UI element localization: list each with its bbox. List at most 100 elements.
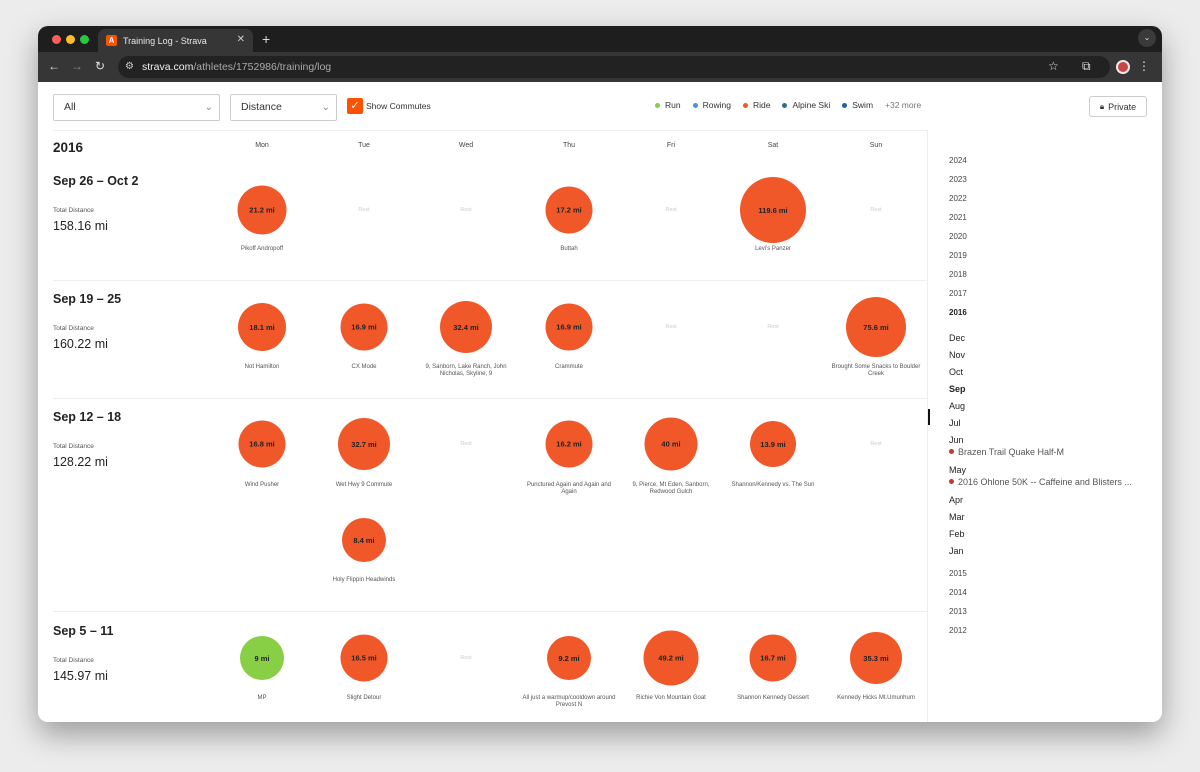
race-event-link[interactable]: 2016 Ohlone 50K -- Caffeine and Blisters… bbox=[949, 477, 1132, 487]
show-commutes-toggle[interactable]: ✓ Show Commutes bbox=[347, 98, 431, 114]
activity-bubble[interactable]: 35.3 mi bbox=[850, 632, 902, 684]
activity-bubble[interactable]: 32.4 mi bbox=[440, 301, 492, 353]
total-distance-value: 160.22 mi bbox=[53, 337, 108, 351]
activity-name[interactable]: Pikoff Andropoff bbox=[240, 246, 284, 252]
activity-bubble[interactable]: 8.4 mi bbox=[342, 518, 386, 562]
rest-day-label: Rest bbox=[870, 207, 882, 213]
back-icon[interactable]: ← bbox=[48, 59, 60, 73]
activity-name[interactable]: Levi's Panzer bbox=[755, 246, 791, 252]
year-link-2017[interactable]: 2017 bbox=[949, 289, 967, 298]
browser-menu-icon[interactable]: ⋮ bbox=[1138, 59, 1150, 73]
activity-name[interactable]: Crammute bbox=[554, 364, 583, 370]
new-tab-icon[interactable]: + bbox=[262, 31, 271, 47]
race-event-link[interactable]: Brazen Trail Quake Half-M bbox=[949, 447, 1064, 457]
activity-name[interactable]: 9, Pierce, Mt Eden, Sanborn, Redwood Gul… bbox=[632, 482, 710, 495]
reload-icon[interactable]: ↻ bbox=[95, 59, 106, 73]
month-link-mar[interactable]: Mar bbox=[949, 512, 965, 522]
month-link-oct[interactable]: Oct bbox=[949, 367, 964, 377]
close-window-button[interactable] bbox=[52, 35, 61, 44]
activity-name[interactable]: All just a warmup/cooldown around Prevos… bbox=[522, 695, 616, 708]
month-link-may[interactable]: May bbox=[949, 465, 967, 475]
legend-item-rowing[interactable]: Rowing bbox=[692, 100, 731, 110]
private-button[interactable]: 🔒︎ Private bbox=[1089, 96, 1147, 117]
activity-bubble[interactable]: 16.5 mi bbox=[340, 634, 388, 682]
year-link-2018[interactable]: 2018 bbox=[949, 270, 967, 279]
activity-bubble[interactable]: 17.2 mi bbox=[545, 186, 593, 234]
activity-name[interactable]: MP bbox=[257, 695, 267, 701]
activity-bubble[interactable]: 40 mi bbox=[644, 417, 698, 471]
activity-name[interactable]: Punctured Again and Again and Again bbox=[526, 482, 612, 495]
activity-bubble[interactable]: 13.9 mi bbox=[750, 421, 796, 467]
bookmark-star-icon[interactable]: ☆ bbox=[1048, 59, 1059, 73]
maximize-window-button[interactable] bbox=[80, 35, 89, 44]
sport-legend: Run Rowing Ride Alpine Ski Swim +32 more bbox=[655, 100, 921, 110]
activity-bubble[interactable]: 32.7 mi bbox=[338, 418, 390, 470]
forward-icon[interactable]: → bbox=[71, 59, 83, 73]
year-link-2020[interactable]: 2020 bbox=[949, 232, 967, 241]
activity-name[interactable]: Wet Hwy 9 Commute bbox=[335, 482, 393, 488]
activity-bubble[interactable]: 49.2 mi bbox=[643, 630, 699, 686]
month-link-dec[interactable]: Dec bbox=[949, 333, 966, 343]
activity-name[interactable]: Shannon/Kennedy vs. The Sun bbox=[731, 482, 815, 488]
minimize-window-button[interactable] bbox=[66, 35, 75, 44]
activity-name[interactable]: Wind Pusher bbox=[244, 482, 280, 488]
activity-name[interactable]: Shannon Kennedy Dessert bbox=[737, 695, 809, 701]
checkbox-checked-icon[interactable]: ✓ bbox=[347, 98, 363, 114]
legend-item-swim[interactable]: Swim bbox=[842, 100, 873, 110]
legend-item-ride[interactable]: Ride bbox=[742, 100, 770, 110]
activity-bubble[interactable]: 16.2 mi bbox=[545, 420, 593, 468]
legend-item-alpine-ski[interactable]: Alpine Ski bbox=[782, 100, 830, 110]
activity-name[interactable]: Slight Detour bbox=[346, 695, 382, 701]
activity-bubble[interactable]: 18.1 mi bbox=[238, 303, 286, 351]
activity-bubble[interactable]: 21.2 mi bbox=[237, 185, 287, 235]
activity-bubble[interactable]: 16.9 mi bbox=[340, 303, 388, 351]
chevron-down-icon: ⌄ bbox=[204, 102, 213, 113]
activity-name[interactable]: CX Mode bbox=[351, 364, 377, 370]
activity-name[interactable]: Buttah bbox=[560, 246, 578, 252]
legend-more-link[interactable]: +32 more bbox=[885, 100, 922, 110]
month-link-apr[interactable]: Apr bbox=[949, 495, 964, 505]
site-settings-icon[interactable]: ⚙ bbox=[125, 61, 134, 72]
year-link-2013[interactable]: 2013 bbox=[949, 607, 967, 616]
year-link-2015[interactable]: 2015 bbox=[949, 569, 967, 578]
activity-bubble[interactable]: 16.8 mi bbox=[238, 420, 286, 468]
activity-bubble[interactable]: 16.7 mi bbox=[749, 634, 797, 682]
activity-name[interactable]: Not Hamilton bbox=[244, 364, 280, 370]
year-link-2014[interactable]: 2014 bbox=[949, 588, 967, 597]
activity-name[interactable]: Richie Von Mountain Goat bbox=[636, 695, 706, 701]
activity-name[interactable]: Kennedy Hicks Mt.Umunhum bbox=[837, 695, 915, 701]
month-link-nov[interactable]: Nov bbox=[949, 350, 966, 360]
total-distance-value: 145.97 mi bbox=[53, 669, 108, 683]
close-tab-icon[interactable]: ✕ bbox=[236, 34, 245, 45]
activity-name[interactable]: Brought Some Snacks to Boulder Creek bbox=[831, 364, 921, 377]
month-link-feb[interactable]: Feb bbox=[949, 529, 965, 539]
activity-bubble[interactable]: 16.9 mi bbox=[545, 303, 593, 351]
year-link-2024[interactable]: 2024 bbox=[949, 156, 967, 165]
browser-tab[interactable]: A Training Log - Strava ✕ bbox=[98, 29, 253, 52]
year-link-2022[interactable]: 2022 bbox=[949, 194, 967, 203]
sport-select[interactable]: All ⌄ bbox=[53, 94, 220, 121]
month-link-jul[interactable]: Jul bbox=[949, 418, 961, 428]
activity-bubble[interactable]: 9 mi bbox=[240, 636, 284, 680]
year-link-current[interactable]: 2016 bbox=[949, 308, 967, 317]
activity-name[interactable]: 9, Sanborn, Lake Ranch, John Nicholas, S… bbox=[425, 364, 507, 377]
extensions-icon[interactable]: ⧉ bbox=[1082, 59, 1091, 73]
divider bbox=[53, 130, 927, 131]
metric-select[interactable]: Distance ⌄ bbox=[230, 94, 337, 121]
month-link-aug[interactable]: Aug bbox=[949, 401, 966, 411]
year-link-2023[interactable]: 2023 bbox=[949, 175, 967, 184]
year-link-2019[interactable]: 2019 bbox=[949, 251, 967, 260]
activity-bubble[interactable]: 9.2 mi bbox=[547, 636, 591, 680]
profile-avatar[interactable] bbox=[1116, 60, 1130, 74]
activity-bubble[interactable]: 119.6 mi bbox=[740, 177, 806, 243]
address-bar[interactable]: ⚙ strava.com/athletes/1752986/training/l… bbox=[118, 56, 1110, 78]
activity-name[interactable]: Holy Flippin Headwinds bbox=[332, 577, 396, 583]
month-link-jan[interactable]: Jan bbox=[949, 546, 964, 556]
activity-bubble[interactable]: 75.6 mi bbox=[846, 297, 906, 357]
month-link-jun[interactable]: Jun bbox=[949, 435, 964, 445]
year-link-2021[interactable]: 2021 bbox=[949, 213, 967, 222]
month-link-sep[interactable]: Sep bbox=[949, 384, 966, 394]
tab-search-icon[interactable]: ⌄ bbox=[1138, 29, 1156, 47]
legend-item-run[interactable]: Run bbox=[655, 100, 681, 110]
year-link-2012[interactable]: 2012 bbox=[949, 626, 967, 635]
